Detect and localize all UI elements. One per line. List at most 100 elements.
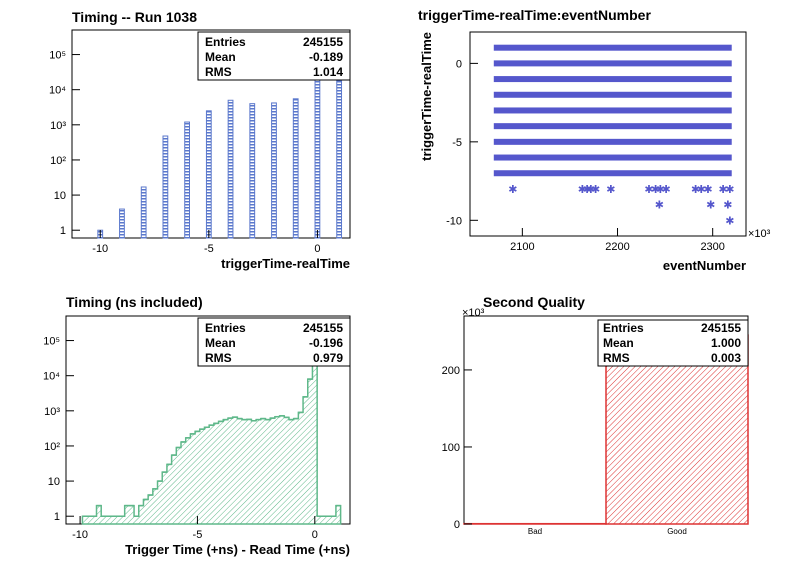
- timing-stat-label: RMS: [205, 65, 232, 79]
- scatter-band: [493, 138, 732, 145]
- timing-ns-stat-value: 245155: [303, 321, 343, 335]
- timing-ns-y-tick-label: 1: [54, 511, 60, 523]
- scatter-point: ✱: [655, 200, 664, 212]
- scatter-point: ✱: [725, 184, 734, 196]
- timing-ns-x-tick-label: -5: [193, 529, 203, 541]
- quality-category-label: Bad: [528, 527, 542, 536]
- quality-stat-value: 1.000: [711, 336, 741, 350]
- timing-ns-title: Timing (ns included): [66, 294, 203, 310]
- timing-bar: [162, 135, 169, 239]
- timing-bar: [292, 98, 299, 239]
- timing-y-tick-label: 10⁵: [49, 50, 66, 62]
- timing-ns-y-tick-label: 10: [48, 476, 60, 488]
- quality-stats-box: Entries 245155 Mean 1.000 RMS 0.003: [597, 319, 749, 367]
- quality-bars: [463, 334, 749, 525]
- scatter-marks: ✱ ✱✱✱✱ ✱ ✱✱✱✱ ✱✱✱ ✱✱✱ ✱ ✱✱: [493, 44, 734, 227]
- scatter-band: [493, 154, 732, 161]
- timing-bar: [271, 102, 277, 239]
- timing-x-tick-label: 0: [314, 243, 320, 255]
- quality-stat-value: 245155: [701, 321, 741, 335]
- scatter-point: ✱: [719, 184, 728, 196]
- timing-bar: [336, 80, 343, 239]
- timing-bar: [205, 110, 212, 239]
- quality-stat-label: RMS: [603, 351, 630, 365]
- scatter-band: [493, 107, 732, 114]
- quality-stat-label: Entries: [603, 321, 644, 335]
- timing-ns-x-tick-label: 0: [312, 529, 318, 541]
- quality-bar: [605, 334, 749, 525]
- quality-title: Second Quality: [483, 294, 585, 310]
- scatter-y-tick-label: -5: [452, 137, 462, 149]
- timing-ns-axes: -10 -5 0 1 10 10² 10³ 10⁴ 10⁵: [43, 336, 318, 541]
- timing-stat-value: 1.014: [313, 65, 343, 79]
- scatter-point: ✱: [725, 215, 734, 227]
- timing-y-tick-label: 10⁴: [49, 85, 66, 97]
- scatter-x-multiplier: ×10³: [748, 228, 771, 240]
- scatter-axes: 2100 2200 2300 0 -5 -10: [446, 58, 725, 253]
- scatter-point: ✱: [651, 184, 660, 196]
- scatter-point: ✱: [578, 184, 587, 196]
- scatter-point: ✱: [586, 184, 595, 196]
- timing-bar: [227, 99, 234, 239]
- panel-quality: Second Quality Bad Good 0 100 200 ×10³ Entri…: [442, 294, 749, 536]
- timing-ns-stat-label: Mean: [205, 336, 236, 350]
- scatter-x-tick-label: 2300: [700, 241, 724, 253]
- timing-stats-box: Entries 245155 Mean -0.189 RMS 1.014: [197, 31, 351, 81]
- scatter-frame: [469, 31, 747, 237]
- timing-ns-stat-label: Entries: [205, 321, 246, 335]
- timing-y-tick-label: 1: [60, 225, 66, 237]
- timing-xlabel: triggerTime-realTime: [221, 256, 350, 271]
- timing-title: Timing -- Run 1038: [72, 9, 197, 25]
- timing-stat-label: Entries: [205, 35, 246, 49]
- scatter-point: ✱: [661, 184, 670, 196]
- scatter-band: [493, 60, 732, 67]
- scatter-point: ✱: [591, 184, 600, 196]
- timing-axes: -10 -5 0 1 10 10² 10³ 10⁴ 10⁵: [49, 50, 320, 255]
- panel-scatter: triggerTime-realTime:eventNumber ✱ ✱✱✱✱ ✱ ✱…: [418, 7, 771, 273]
- timing-y-tick-label: 10³: [50, 120, 66, 132]
- timing-stat-value: 245155: [303, 35, 343, 49]
- timing-ns-xlabel: Trigger Time (+ns) - Read Time (+ns): [125, 542, 350, 557]
- timing-ns-histogram: [81, 323, 342, 525]
- quality-y-tick-label: 0: [454, 519, 460, 531]
- scatter-point: ✱: [656, 184, 665, 196]
- scatter-y-tick-label: 0: [456, 58, 462, 70]
- scatter-point: ✱: [691, 184, 700, 196]
- timing-bar: [249, 103, 256, 239]
- scatter-title: triggerTime-realTime:eventNumber: [418, 7, 651, 23]
- timing-bar: [119, 208, 125, 239]
- panel-timing: Timing -- Run 1038 -10 -5 0 1 10 10² 10³ 10⁴ 10⁵…: [49, 9, 351, 271]
- scatter-band: [493, 123, 732, 130]
- timing-stat-label: Mean: [205, 50, 236, 64]
- scatter-band: [493, 91, 732, 98]
- quality-y-multiplier: ×10³: [462, 307, 485, 319]
- timing-ns-stats-box: Entries 245155 Mean -0.196 RMS 0.979: [197, 317, 351, 367]
- timing-x-tick-label: -5: [204, 243, 214, 255]
- scatter-band: [493, 44, 732, 51]
- timing-ns-stat-value: 0.979: [313, 351, 343, 365]
- timing-y-tick-label: 10: [54, 190, 66, 202]
- scatter-point: ✱: [697, 184, 706, 196]
- timing-x-tick-label: -10: [92, 243, 108, 255]
- quality-y-tick-label: 200: [442, 365, 460, 377]
- quality-axes: Bad Good 0 100 200: [442, 365, 687, 536]
- scatter-point: ✱: [706, 200, 715, 212]
- timing-y-tick-label: 10²: [50, 155, 66, 167]
- timing-ns-stat-value: -0.196: [309, 336, 343, 350]
- timing-ns-y-tick-label: 10²: [44, 441, 60, 453]
- scatter-point: ✱: [644, 184, 653, 196]
- scatter-band: [493, 76, 732, 83]
- timing-ns-y-tick-label: 10⁴: [43, 371, 60, 383]
- scatter-point: ✱: [582, 184, 591, 196]
- scatter-ylabel: triggerTime-realTime: [419, 32, 434, 161]
- quality-y-tick-label: 100: [442, 442, 460, 454]
- scatter-point: ✱: [703, 184, 712, 196]
- quality-stat-label: Mean: [603, 336, 634, 350]
- scatter-x-tick-label: 2100: [510, 241, 534, 253]
- timing-ns-y-tick-label: 10³: [44, 406, 60, 418]
- timing-bar: [140, 186, 147, 239]
- scatter-point: ✱: [508, 184, 517, 196]
- scatter-band: [493, 170, 732, 177]
- scatter-xlabel: eventNumber: [663, 258, 746, 273]
